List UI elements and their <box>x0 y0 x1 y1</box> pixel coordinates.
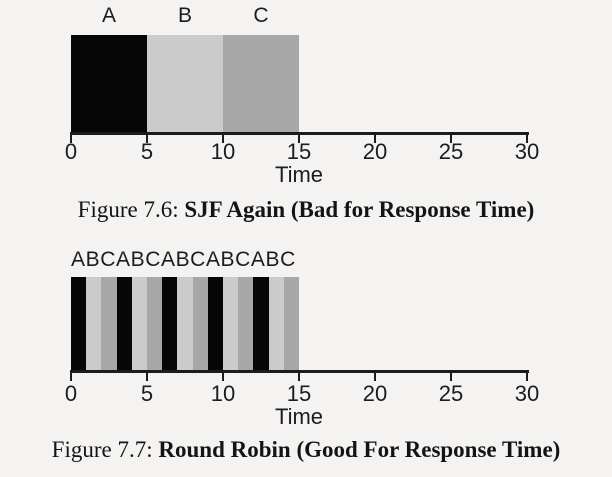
tick-mark <box>221 135 225 143</box>
bar-segment-C <box>101 277 117 371</box>
tick-mark <box>69 135 73 143</box>
tick-mark <box>525 373 529 381</box>
bar-segment-A <box>253 277 269 371</box>
tick-label: 10 <box>210 381 236 406</box>
job-label-A: A <box>101 4 116 27</box>
bar-segment-B <box>147 35 223 133</box>
tick-mark <box>69 373 73 381</box>
x-axis-title: Time <box>274 404 324 429</box>
caption-title: Round Robin (Good For Response Time) <box>158 437 561 462</box>
tick-mark <box>297 373 301 381</box>
bar-segment-A <box>162 277 178 371</box>
caption-title: SJF Again (Bad for Response Time) <box>184 197 535 222</box>
job-label-B: B <box>177 4 192 27</box>
tick-label: 10 <box>210 139 236 164</box>
bar-segment-C <box>238 277 254 371</box>
tick-mark <box>373 135 377 143</box>
tick-mark <box>145 373 149 381</box>
figure-7-7: ABCABCABCABCABC 0 5 10 15 20 25 30 Time Figure… <box>0 232 612 477</box>
tick-mark <box>525 135 529 143</box>
bar-segment-A <box>71 277 87 371</box>
bar-segment-C <box>192 277 208 371</box>
bar-segment-C <box>147 277 163 371</box>
caption-prefix: Figure 7.7: <box>51 437 153 462</box>
bar-segment-B <box>268 277 284 371</box>
job-sequence-label: ABCABCABCABCABC <box>71 248 296 271</box>
bar-segment-B <box>131 277 147 371</box>
tick-mark <box>449 135 453 143</box>
figure-7-6: A B C 0 5 10 15 20 25 30 Time Figure 7.6: SJF Ag… <box>0 0 612 232</box>
bar-segment-B <box>177 277 193 371</box>
tick-label: 5 <box>140 139 154 164</box>
x-axis-title: Time <box>274 162 324 187</box>
job-label-C: C <box>253 4 269 27</box>
figure-caption: Figure 7.7: Round Robin (Good For Respon… <box>0 436 612 464</box>
bar-segment-C <box>223 35 299 133</box>
tick-mark <box>145 135 149 143</box>
tick-mark <box>373 373 377 381</box>
tick-label: 0 <box>64 139 78 164</box>
tick-label: 15 <box>286 381 312 406</box>
bar-segment-B <box>223 277 239 371</box>
tick-label: 30 <box>514 381 540 406</box>
tick-mark <box>297 135 301 143</box>
tick-label: 20 <box>362 381 388 406</box>
x-axis-line <box>70 370 529 373</box>
tick-label: 30 <box>514 139 540 164</box>
x-axis-line <box>70 132 529 135</box>
tick-label: 25 <box>438 139 464 164</box>
bar-segment-A <box>207 277 223 371</box>
tick-mark <box>449 373 453 381</box>
tick-label: 0 <box>64 381 78 406</box>
tick-label: 25 <box>438 381 464 406</box>
tick-label: 15 <box>286 139 312 164</box>
figure-caption: Figure 7.6: SJF Again (Bad for Response … <box>0 196 612 224</box>
bar-segment-C <box>283 277 299 371</box>
bar-segment-A <box>71 35 147 133</box>
caption-prefix: Figure 7.6: <box>77 197 179 222</box>
tick-label: 20 <box>362 139 388 164</box>
bar-segment-A <box>116 277 132 371</box>
tick-label: 5 <box>140 381 154 406</box>
tick-mark <box>221 373 225 381</box>
bar-segment-B <box>86 277 102 371</box>
